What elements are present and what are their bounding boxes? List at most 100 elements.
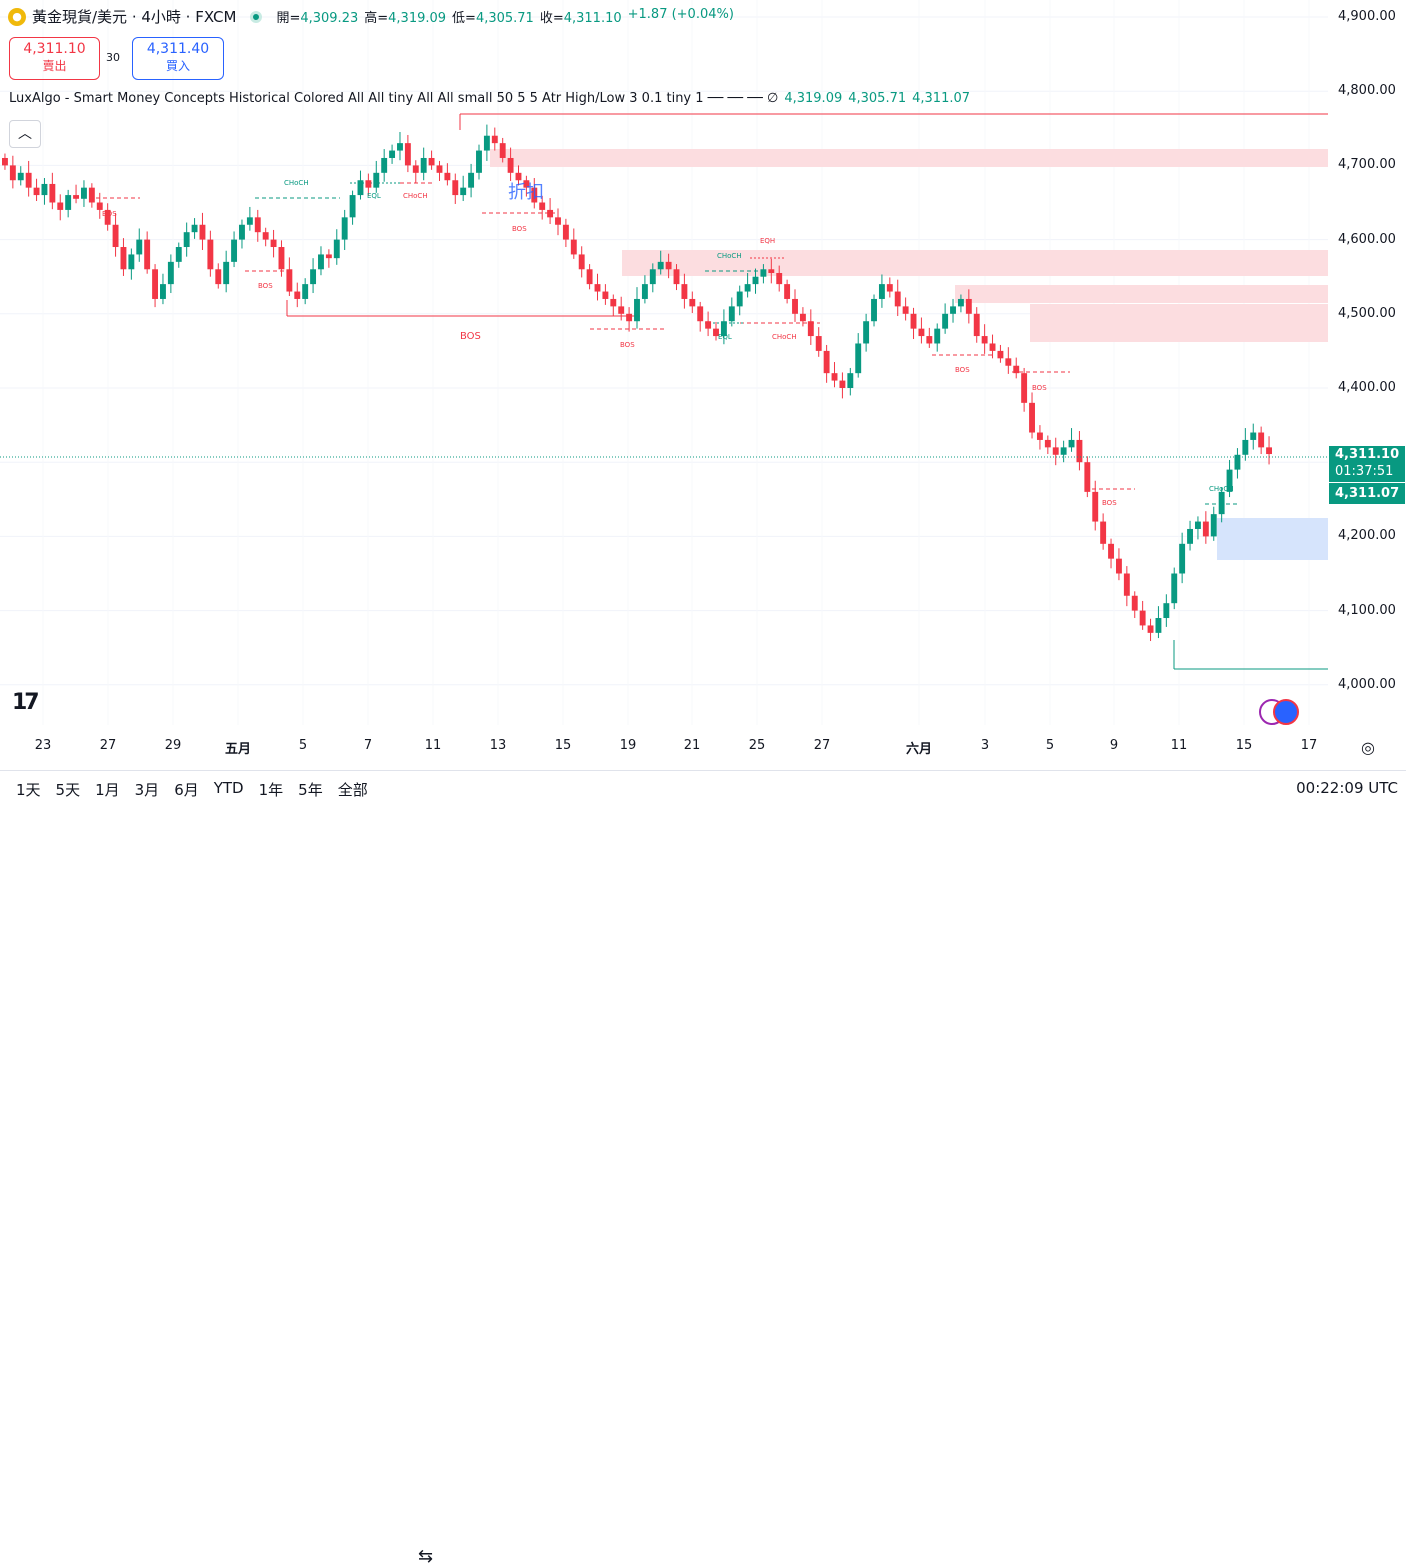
candle [349,190,356,225]
candle [1100,513,1107,550]
time-tick-label: 23 [34,738,52,753]
candle [973,307,980,343]
candle [539,195,546,220]
collapse-legend-button[interactable]: ︿ [9,120,41,148]
smc-zones [75,113,1328,670]
candle [81,180,87,207]
candle [49,172,56,210]
settings-gear-icon[interactable]: ◎ [1361,738,1375,757]
candle [792,289,798,322]
choch-label: CHoCH [772,333,797,341]
candle [96,192,103,219]
price-tick-label: 4,400.00 [1338,380,1396,395]
candle [697,301,704,332]
eql-label: EQL [718,333,732,341]
candle [199,212,206,250]
candle [397,132,403,161]
candle [1068,428,1075,452]
candle [957,294,964,313]
candle [807,309,814,345]
candle [1029,392,1035,439]
tradingview-logo-icon[interactable]: 17 [12,690,40,715]
time-tick-label: 27 [813,738,831,753]
symbol-header: ● 黃金現貨/美元 · 4小時 · FXCM 開=4,309.23 高=4,31… [8,6,734,27]
indicator-legend[interactable]: LuxAlgo - Smart Money Concepts Historica… [9,91,971,106]
time-tick-label: 7 [363,738,373,753]
candle [231,231,238,268]
candle [468,163,475,198]
range-button[interactable]: 全部 [337,780,368,799]
candle [286,257,293,296]
candle [752,268,759,294]
range-button[interactable]: 1年 [258,780,284,799]
choch-label: CHoCH [717,252,742,260]
utc-clock[interactable]: 00:22:09 UTC [1296,779,1398,797]
supply-zone [622,250,1328,276]
candle [705,311,712,337]
candle [918,317,925,344]
symbol-title[interactable]: 黃金現貨/美元 · 4小時 · FXCM [32,8,237,26]
range-button[interactable]: 6月 [174,780,199,799]
candle [389,144,396,164]
candle [531,178,538,209]
candle [1210,506,1217,541]
candle [1092,480,1099,531]
candle [1139,600,1146,630]
go-to-date-icon[interactable]: ⇆ [418,1546,434,1567]
bos-label: BOS [102,210,117,218]
candle [713,321,719,341]
sell-button[interactable]: 4,311.10 賣出 [9,37,100,80]
range-button[interactable]: 5天 [55,780,81,799]
range-button[interactable]: 1天 [16,780,41,799]
range-button[interactable]: YTD [213,778,244,797]
range-button[interactable]: 3月 [134,780,160,799]
candle [578,246,585,278]
candle [1258,426,1265,455]
candle [1021,367,1028,412]
time-tick-label: 17 [1300,738,1318,753]
candle [1234,448,1241,479]
buy-button[interactable]: 4,311.40 買入 [132,37,224,80]
candle [562,218,569,248]
candle [9,155,16,189]
candle [863,313,870,352]
candle [191,218,198,239]
candle [815,327,822,357]
candle [167,254,174,294]
candle [1044,435,1051,455]
candle [515,165,522,186]
candle [17,166,24,186]
candlestick-chart[interactable]: BOS CHoCH BOS EQL CHoCH BOS BOS BOS CHoC… [0,0,1406,770]
candle [760,264,767,284]
choch-label: CHoCH [403,192,428,200]
candle [262,227,269,247]
candle [270,229,277,258]
candle [1060,440,1067,463]
candle [1013,357,1020,379]
candle [436,160,443,181]
candle [1108,538,1114,569]
range-button[interactable]: 1月 [95,780,120,799]
eql-label: EQL [367,192,381,200]
time-tick-label: 19 [619,738,637,753]
candle [254,209,261,242]
time-tick-label: 27 [99,738,117,753]
candle [736,285,743,316]
price-tick-label: 4,100.00 [1338,602,1396,618]
candle [2,153,8,170]
candle [1218,487,1225,523]
candle [460,175,467,202]
time-tick-label: 15 [1235,738,1253,753]
range-button[interactable]: 5年 [298,780,323,799]
candle [831,362,838,388]
bos-label: BOS [1032,384,1047,392]
candle [1076,431,1083,471]
time-tick-label: 11 [424,738,442,753]
candle [144,231,151,274]
supply-zone [955,285,1328,303]
candle [1171,567,1178,610]
economic-events-icon[interactable] [1259,699,1301,727]
eqh-label: EQH [760,237,775,245]
choch-label: CHoCH [1209,485,1234,493]
candle [112,212,119,257]
